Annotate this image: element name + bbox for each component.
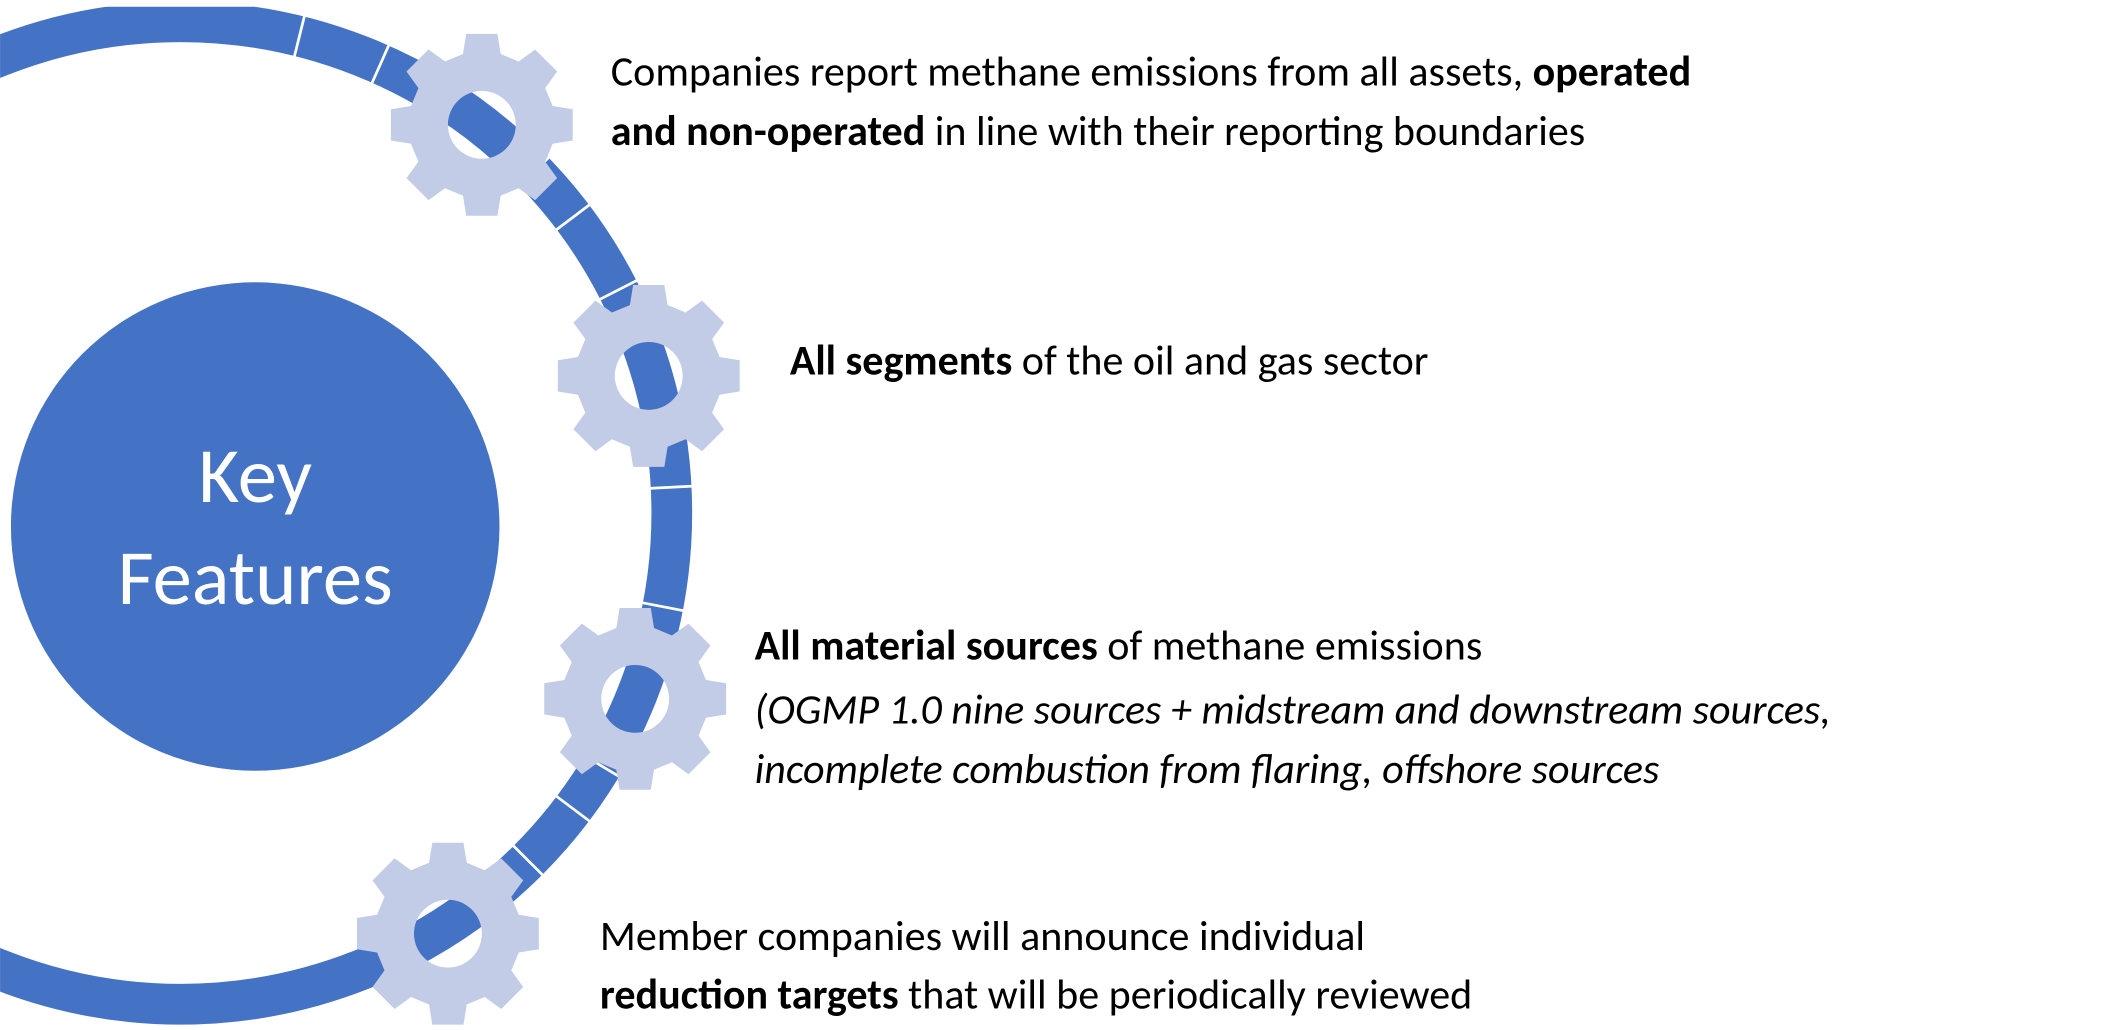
feature-line: All material sources of methane emission… [755,621,1483,672]
feature-line: Member companies will announce individua… [600,911,1365,962]
arc [0,6,693,1025]
text-run: Member companies will announce individua… [600,911,1365,962]
arc-tick [511,844,545,877]
arc-tick [598,278,639,302]
arc-tick [292,14,306,58]
text-run: that will be periodically reviewed [899,969,1473,1020]
text-run: in line with their reporting boundaries [925,106,1585,157]
arc-tick [641,601,685,613]
gear [544,607,727,790]
text-run: of the oil and gas sector [1012,336,1428,387]
arc-tick [554,794,592,823]
center-label: Features [118,530,393,626]
text-run: operated [1533,46,1692,97]
feature-line: and non-operated in line with their repo… [611,106,1585,157]
arc-tick [649,484,693,490]
text-run: and non-operated [611,106,926,157]
feature-line: All segments of the oil and gas sector [790,336,1429,387]
feature-texts: Companies report methane emissions from … [600,46,1831,1020]
feature-line: Companies report methane emissions from … [611,46,1691,97]
text-run: (OGMP 1.0 nine sources + midstream and d… [755,684,1831,735]
feature-line: reduction targets that will be periodica… [600,969,1472,1020]
arc-tick [554,203,592,232]
gears [356,33,740,1025]
gear [557,284,740,467]
gear [390,33,573,216]
gear [356,842,539,1025]
text-run: of methane emissions [1098,621,1483,672]
text-run: All segments [790,336,1012,387]
text-run: incomplete combustion from flaring, offs… [755,744,1660,795]
text-run: reduction targets [600,969,899,1020]
feature-line: (OGMP 1.0 nine sources + midstream and d… [755,684,1831,735]
center-circle [10,282,500,771]
feature-line: incomplete combustion from flaring, offs… [755,744,1660,795]
arc-tick [370,43,391,85]
text-run: All material sources [755,621,1098,672]
center-label: Key [198,428,312,524]
text-run: Companies report methane emissions from … [611,46,1533,97]
